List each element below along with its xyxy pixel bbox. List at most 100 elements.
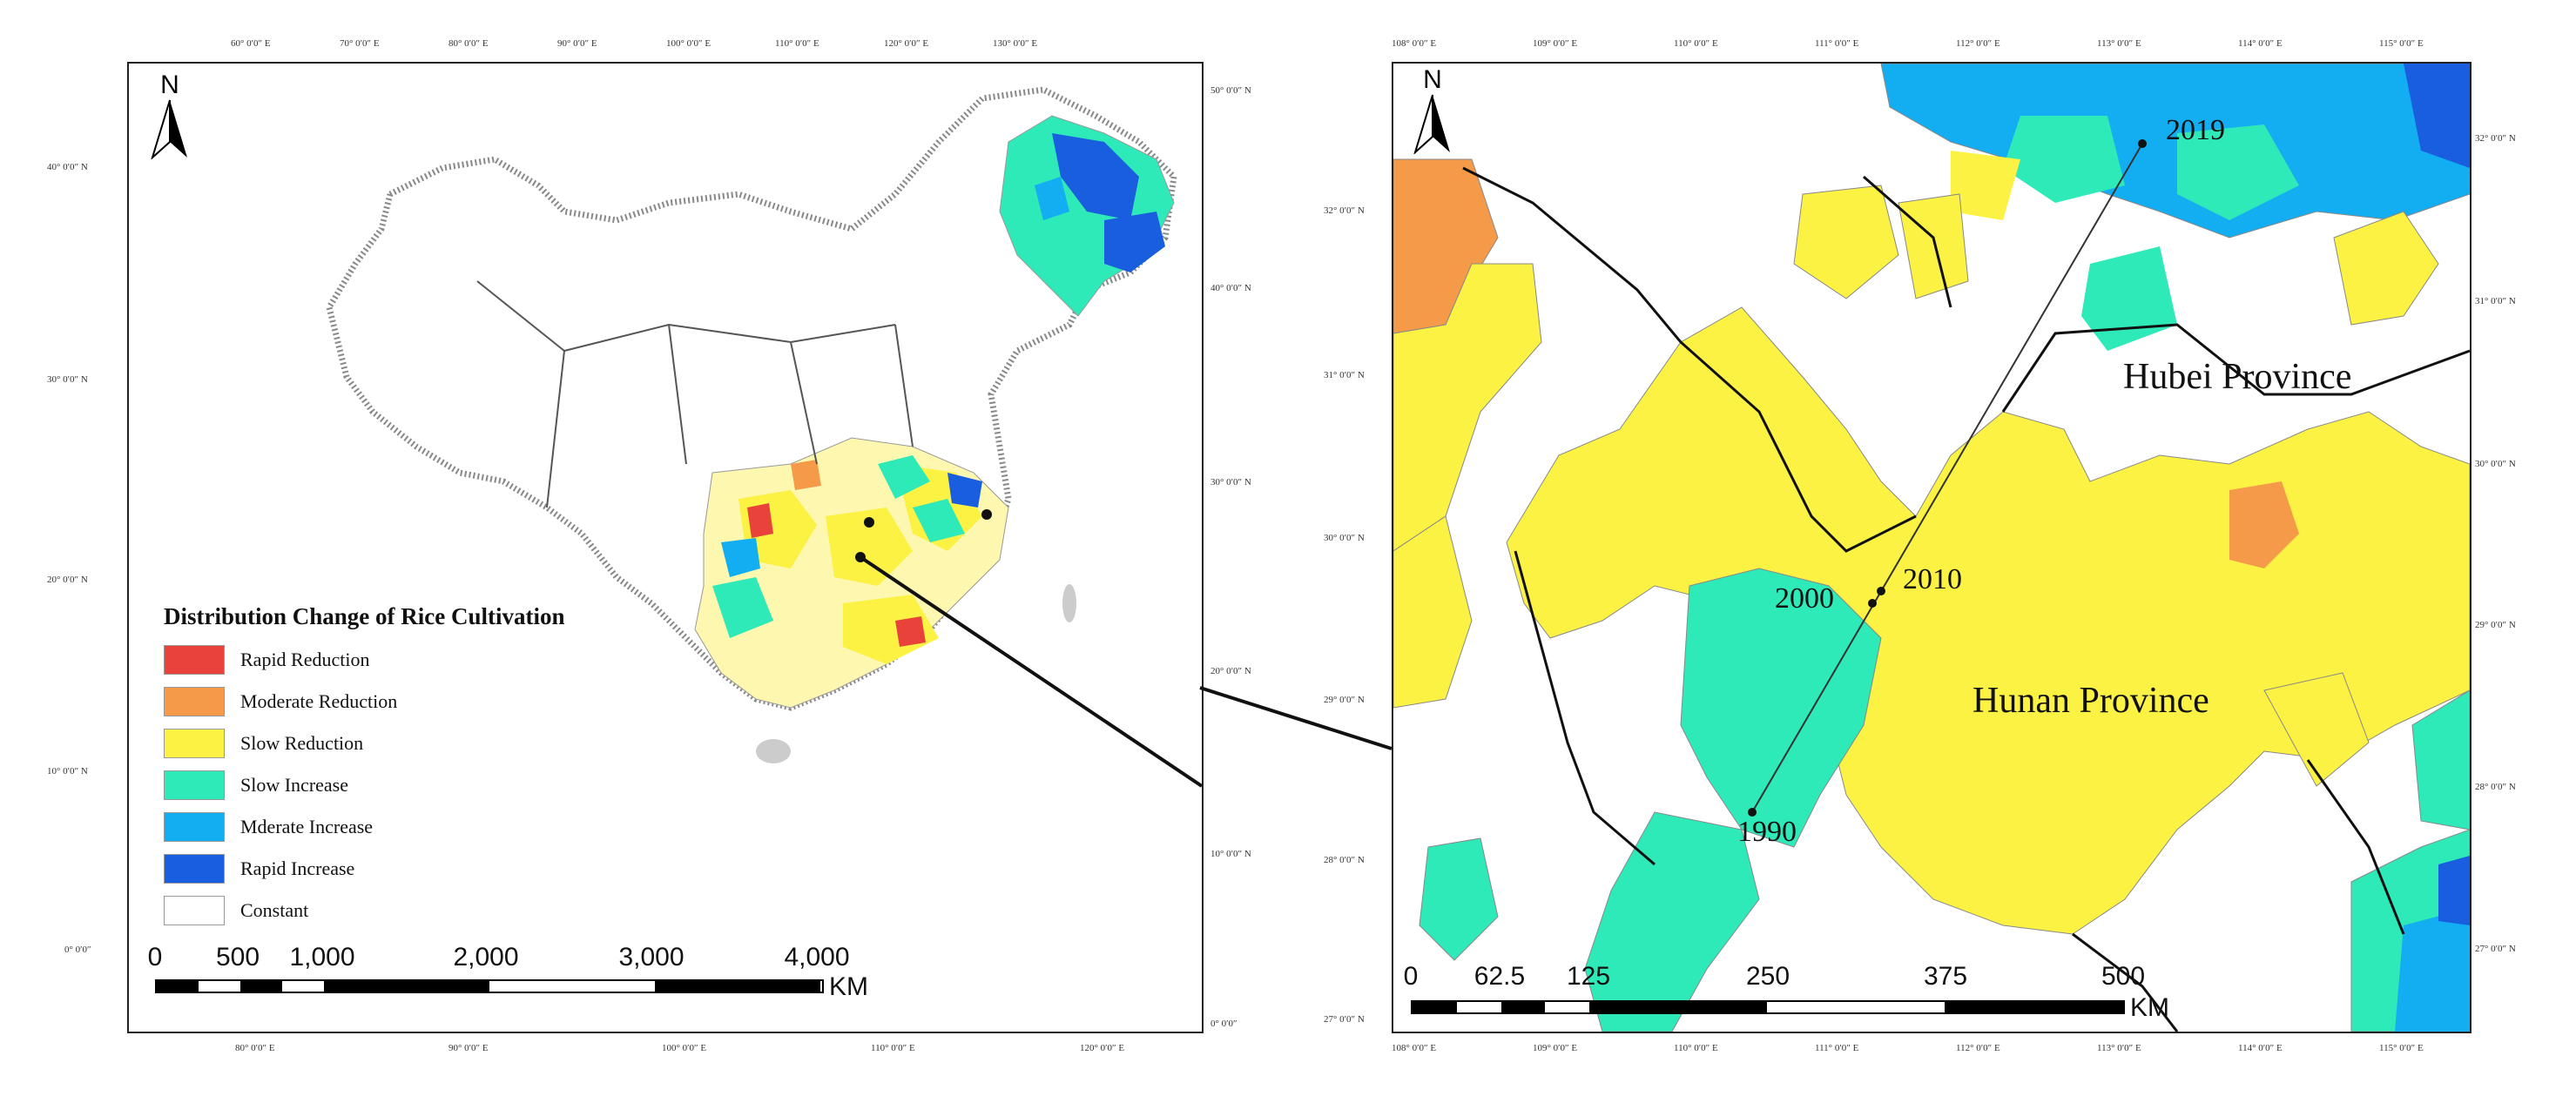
legend-label: Slow Increase [240,774,349,796]
top-tick: 112° 0′0″ E [1956,38,2000,49]
left-scale-bar: 0 500 1,000 2,000 3,000 4,000 KM [148,943,868,1012]
scale-label: 125 [1566,962,1611,991]
north-letter: N [1423,65,1442,94]
legend-label: Slow Reduction [240,732,364,754]
legend-swatch [164,687,225,716]
north-arrow: N [148,72,192,164]
north-yellow-2 [1793,185,1899,299]
hunan-yellow-east [2263,672,2370,787]
east-cyan [2411,689,2470,830]
north-blue-band [1880,64,2470,239]
left-tick: 32° 0′0″ N [1324,205,1365,216]
regional-map-svg [1393,64,2470,1032]
hunan-cyan-3 [1419,837,1499,961]
south-orange-1 [791,460,821,490]
north-arrow: N [1411,67,1454,158]
top-tick: 90° 0′0″ E [557,38,597,49]
scale-bar-segments [1411,1000,2125,1014]
legend-swatch [164,896,225,925]
right-tick: 31° 0′0″ N [2475,296,2516,306]
legend-label: Moderate Reduction [240,690,398,712]
right-tick: 28° 0′0″ N [2475,782,2516,792]
bottom-tick: 110° 0′0″ E [871,1043,915,1053]
northeast-blue-2 [1104,212,1165,272]
legend-swatch [164,770,225,800]
year-1990-label: 1990 [1737,816,1797,848]
south-cyan-3 [913,499,965,542]
bottom-tick: 113° 0′0″ E [2097,1043,2141,1053]
bottom-tick: 120° 0′0″ E [1080,1043,1125,1053]
north-cyan-2 [2177,124,2299,220]
legend-swatch [164,854,225,884]
top-tick: 80° 0′0″ E [448,38,489,49]
se-blue [2395,908,2470,1032]
legend-label: Rapid Reduction [240,649,370,670]
left-tick: 29° 0′0″ N [1324,695,1365,705]
legend-item: Constant [164,890,565,931]
right-tick: 32° 0′0″ N [2475,133,2516,144]
legend-label: Rapid Increase [240,857,355,879]
left-tick: 30° 0′0″ N [1324,533,1365,543]
trajectory-line [1751,143,2143,813]
south-red-1 [747,503,773,538]
north-yellow-3 [1898,193,1969,299]
left-tick: 28° 0′0″ N [1324,855,1365,865]
bottom-tick: 111° 0′0″ E [1815,1043,1859,1053]
left-tick: 10° 0′0″ N [47,766,88,777]
bottom-tick: 115° 0′0″ E [2379,1043,2424,1053]
north-rapid-blue [2404,64,2470,168]
scale-bar-segments [155,979,824,993]
top-tick: 60° 0′0″ E [231,38,271,49]
legend-item: Slow Reduction [164,723,565,764]
legend-swatch [164,645,225,675]
top-tick: 109° 0′0″ E [1533,38,1578,49]
south-blue-1 [721,538,760,577]
legend-label: Constant [240,899,309,921]
point-2000 [1868,599,1877,608]
top-tick: 120° 0′0″ E [884,38,929,49]
legend-item: Mderate Increase [164,806,565,848]
top-tick: 108° 0′0″ E [1392,38,1437,49]
top-tick: 115° 0′0″ E [2379,38,2424,49]
scale-unit: KM [829,972,868,1001]
legend-item: Rapid Reduction [164,639,565,681]
left-tick: 40° 0′0″ N [47,162,88,172]
right-tick: 40° 0′0″ N [1210,283,1251,293]
top-tick: 70° 0′0″ E [340,38,380,49]
top-tick: 130° 0′0″ E [993,38,1038,49]
scale-label: 62.5 [1473,962,1526,991]
bottom-tick: 80° 0′0″ E [235,1043,275,1053]
north-cyan-1 [2003,116,2125,203]
north-arrow-icon [151,99,187,161]
legend-title: Distribution Change of Rice Cultivation [164,603,565,629]
hainan-island [756,739,791,763]
hubei-hunan-map: N Hubei Province Hunan Province 1990 200… [1392,62,2471,1033]
right-tick: 30° 0′0″ N [2475,459,2516,469]
left-tick: 27° 0′0″ N [1324,1014,1365,1025]
hunan-label: Hunan Province [1972,681,2209,721]
scale-label: 500 [2101,962,2146,991]
hunan-cyan-2 [1584,811,1760,1032]
scale-label: 4,000 [784,943,850,972]
scale-label: 3,000 [618,943,684,972]
scale-label: 250 [1745,962,1790,991]
legend-items: Rapid Reduction Moderate Reduction Slow Re… [164,639,565,931]
bottom-tick: 112° 0′0″ E [1956,1043,2000,1053]
south-cyan-2 [878,455,930,499]
bottom-tick: 110° 0′0″ E [1674,1043,1718,1053]
north-letter: N [160,71,179,99]
top-tick: 114° 0′0″ E [2238,38,2283,49]
right-scale-bar: 0 62.5 125 250 375 500 KM [1404,962,2212,1032]
centroid-point-2 [864,517,874,528]
centroid-point-3 [981,509,992,520]
left-tick: 20° 0′0″ N [47,575,88,585]
hubei-label: Hubei Province [2123,357,2352,397]
bottom-tick: 108° 0′0″ E [1392,1043,1437,1053]
northeast-blue-1 [1052,133,1139,220]
bottom-tick: 109° 0′0″ E [1533,1043,1578,1053]
scale-label: 375 [1923,962,1968,991]
year-2000-label: 2000 [1775,582,1834,615]
legend-item: Slow Increase [164,764,565,806]
connector-line [859,555,1202,788]
bottom-tick: 90° 0′0″ E [448,1043,489,1053]
